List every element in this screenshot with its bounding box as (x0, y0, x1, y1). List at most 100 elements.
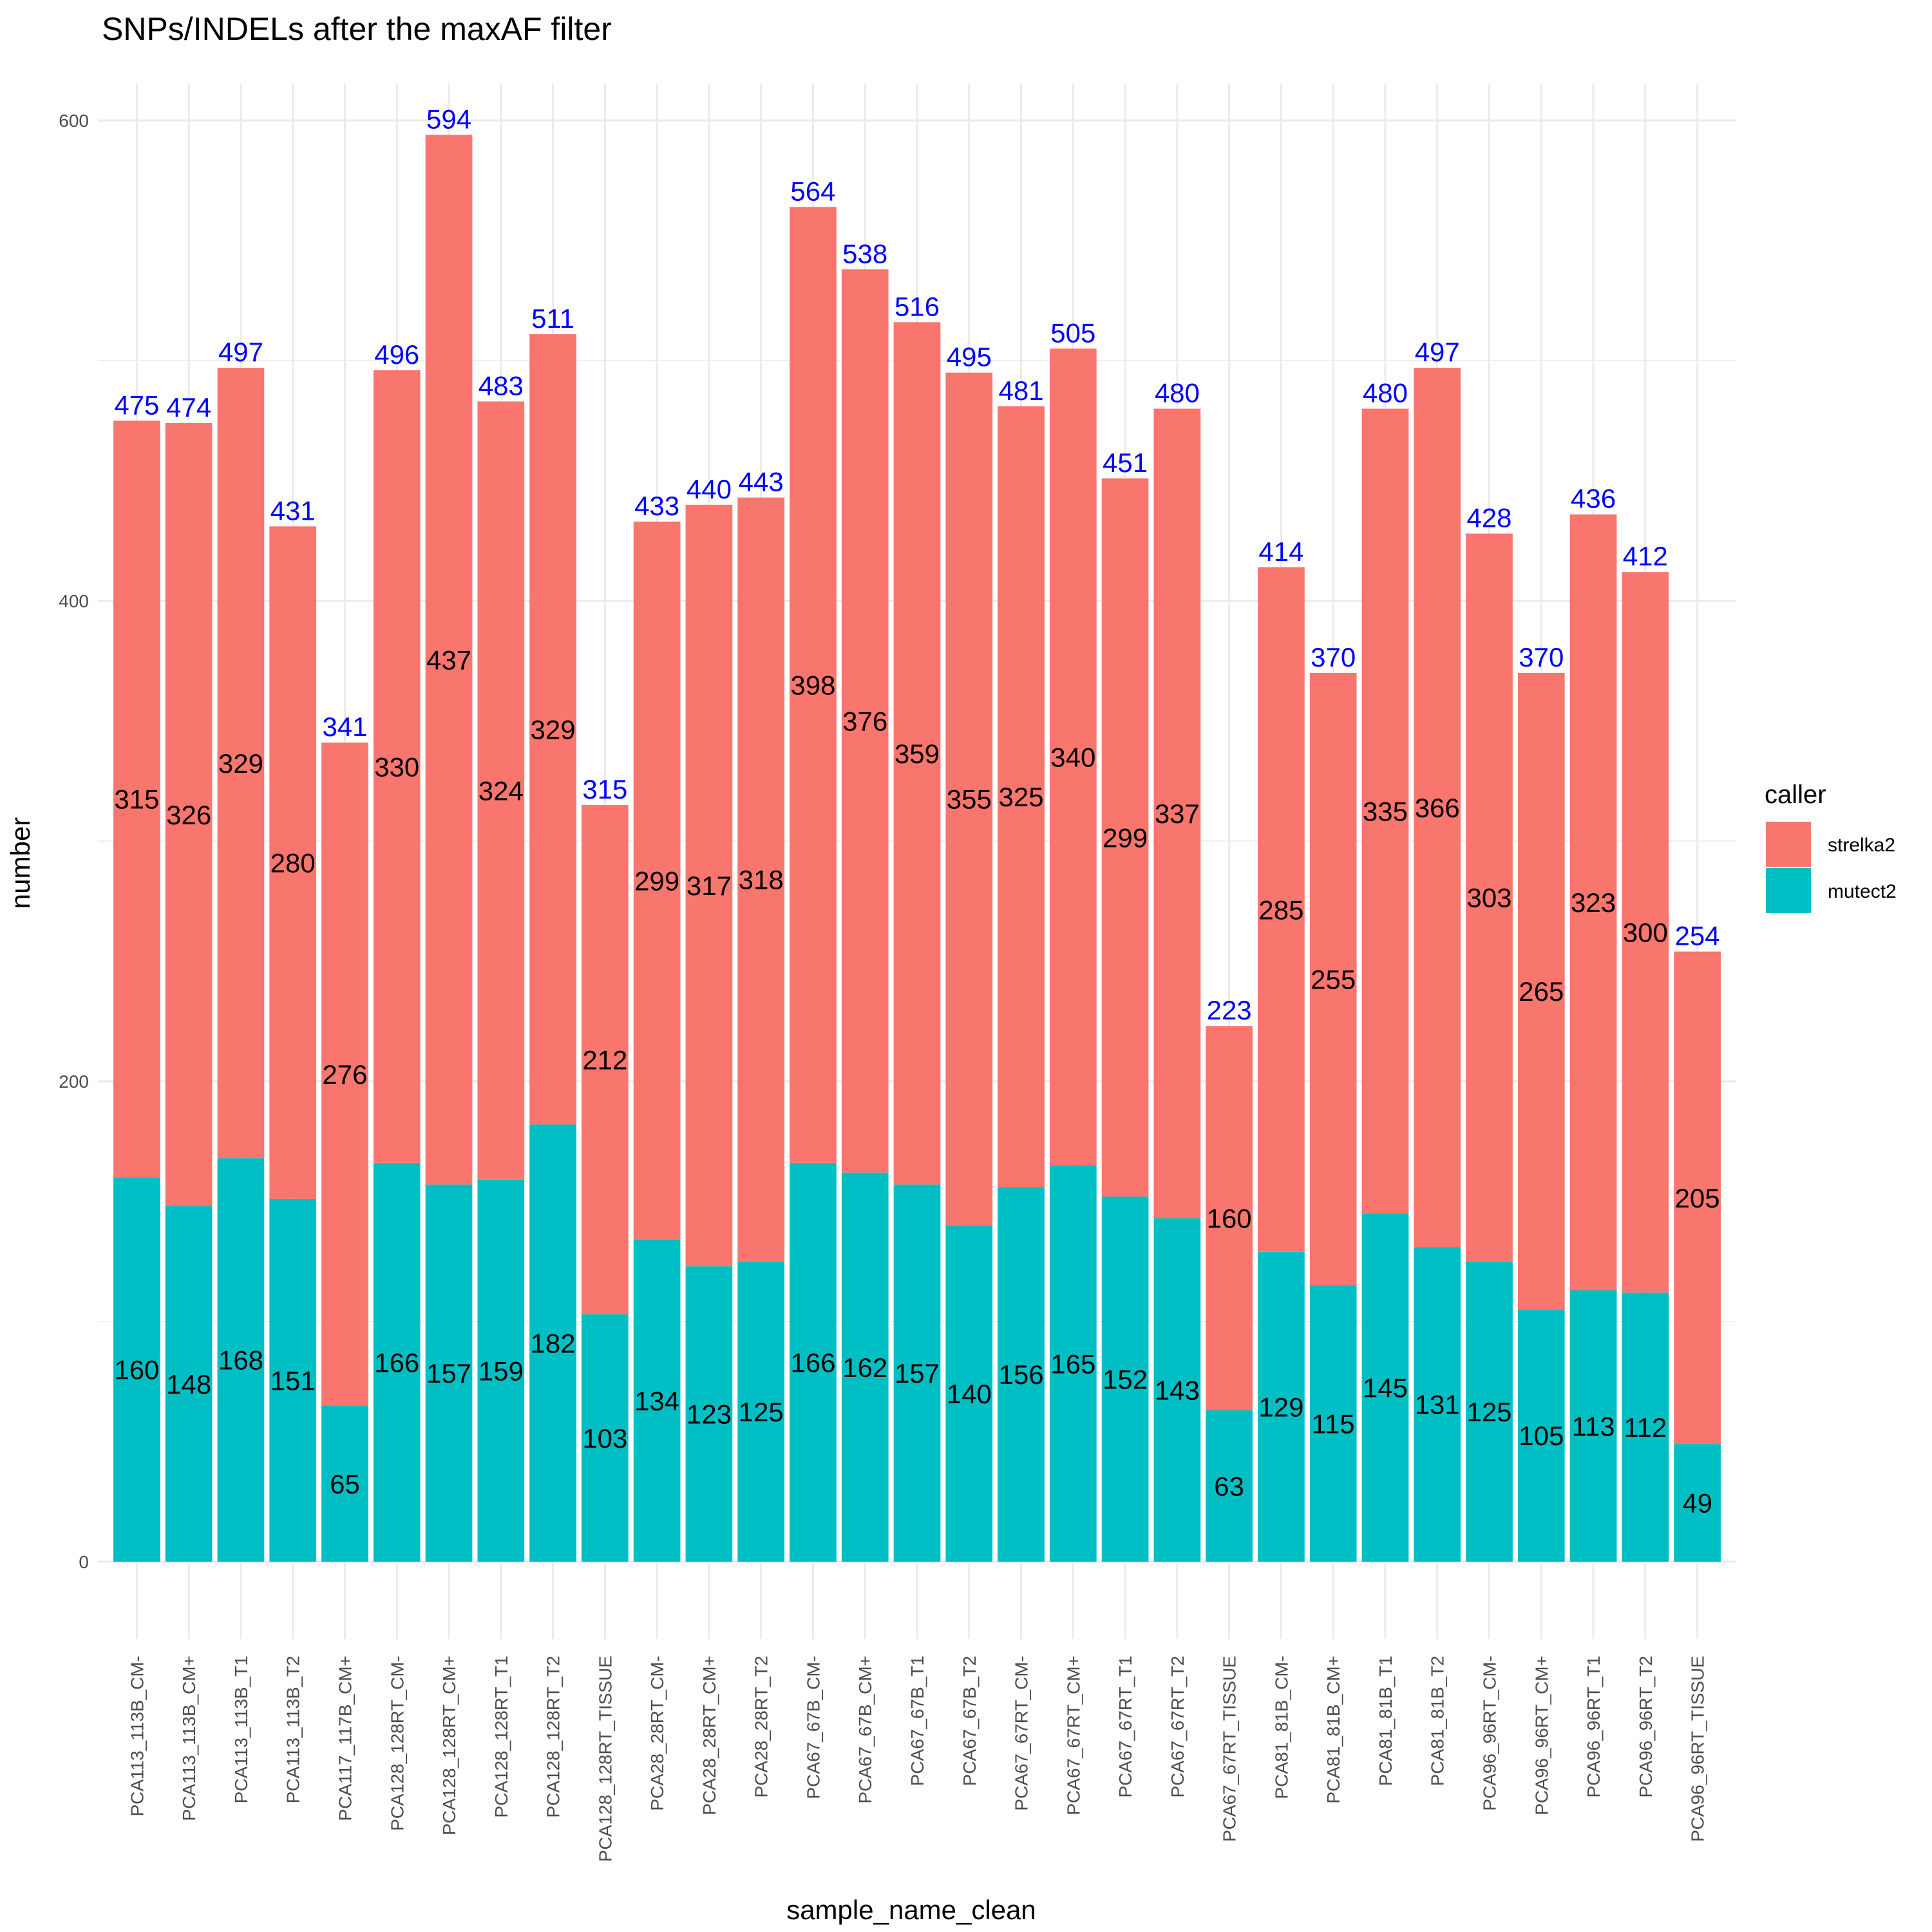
bar-segment-mutect2 (790, 1162, 837, 1562)
data-label-strelka2: 299 (1103, 822, 1148, 853)
total-label: 433 (634, 491, 679, 521)
legend-key-strelka2 (1766, 822, 1811, 867)
data-label-strelka2: 280 (270, 848, 316, 878)
data-label-mutect2: 165 (1050, 1349, 1095, 1379)
bar-layer (113, 135, 1721, 1562)
data-label-mutect2: 113 (1572, 1411, 1615, 1441)
legend-label-mutect2: mutect2 (1828, 881, 1897, 902)
total-label: 370 (1519, 642, 1564, 672)
bar-segment-mutect2 (529, 1124, 576, 1562)
legend-key-mutect2 (1766, 868, 1811, 913)
bar-segment-strelka2 (633, 521, 681, 1240)
bar-segment-strelka2 (945, 372, 993, 1226)
data-label-strelka2: 285 (1258, 895, 1303, 925)
data-label-strelka2: 324 (478, 776, 524, 806)
bar-segment-strelka2 (1153, 408, 1201, 1218)
total-label: 497 (1415, 337, 1460, 367)
data-label-mutect2: 156 (999, 1359, 1044, 1390)
bar-segment-strelka2 (321, 743, 368, 1406)
bar-segment-mutect2 (425, 1184, 473, 1562)
total-label: 254 (1675, 921, 1720, 951)
bar-segment-strelka2 (1569, 514, 1617, 1291)
x-tick-label: PCA96_96RT_T2 (1636, 1656, 1656, 1798)
total-label: 223 (1207, 995, 1252, 1025)
bar-segment-strelka2 (790, 207, 837, 1163)
x-tick-label: PCA128_128RT_CM+ (439, 1656, 459, 1835)
bar-segment-mutect2 (113, 1177, 160, 1562)
bar-segment-mutect2 (582, 1314, 629, 1562)
bar-segment-mutect2 (1153, 1218, 1201, 1562)
bar-segment-strelka2 (113, 421, 160, 1178)
data-label-strelka2: 276 (322, 1059, 367, 1090)
total-label: 474 (166, 392, 211, 422)
bar-segment-mutect2 (1049, 1165, 1097, 1562)
x-tick-label: PCA128_128RT_CM- (387, 1656, 407, 1831)
bar-segment-mutect2 (373, 1162, 421, 1562)
bar-segment-strelka2 (1414, 368, 1461, 1247)
total-label: 564 (790, 176, 835, 206)
bar-segment-mutect2 (1206, 1410, 1253, 1562)
data-label-strelka2: 437 (426, 645, 471, 675)
total-label: 475 (114, 390, 159, 420)
data-label-strelka2: 265 (1519, 976, 1564, 1007)
bar-segment-strelka2 (1206, 1026, 1253, 1411)
data-label-mutect2: 157 (426, 1358, 471, 1388)
bar-segment-strelka2 (1674, 951, 1721, 1444)
data-label-mutect2: 140 (947, 1379, 992, 1409)
data-label-strelka2: 337 (1155, 799, 1200, 829)
data-label-mutect2: 159 (478, 1356, 524, 1386)
bar-segment-strelka2 (269, 526, 317, 1199)
data-label-strelka2: 366 (1415, 793, 1460, 823)
x-tick-label: PCA128_128RT_T2 (544, 1656, 564, 1818)
x-tick-label: PCA96_96RT_CM+ (1531, 1656, 1551, 1815)
bar-segment-strelka2 (737, 497, 785, 1262)
total-label: 481 (999, 375, 1044, 406)
x-tick-label: PCA113_113B_T2 (283, 1656, 303, 1803)
axis-layer: 0 200 400 600 PCA113_113B_CM- PCA113_113B_CM+… (59, 111, 1707, 1862)
total-label: 440 (687, 474, 732, 504)
bar-segment-mutect2 (998, 1187, 1045, 1562)
data-label-mutect2: 125 (1466, 1397, 1511, 1427)
bar-segment-mutect2 (217, 1158, 265, 1562)
data-label-strelka2: 325 (999, 782, 1044, 812)
data-label-strelka2: 317 (687, 871, 732, 901)
total-label: 412 (1623, 541, 1668, 571)
chart-title: SNPs/INDELs after the maxAF filter (102, 11, 612, 47)
total-label: 414 (1258, 536, 1303, 567)
data-label-strelka2: 355 (947, 784, 992, 815)
data-label-strelka2: 212 (582, 1045, 627, 1075)
x-tick-label: PCA96_96RT_CM- (1480, 1656, 1500, 1811)
total-label: 341 (322, 712, 367, 742)
data-label-strelka2: 299 (634, 866, 679, 896)
bar-segment-strelka2 (217, 368, 265, 1159)
bar-segment-strelka2 (425, 135, 473, 1185)
bar-segment-strelka2 (165, 422, 213, 1206)
data-label-strelka2: 326 (166, 800, 211, 830)
bar-segment-strelka2 (1309, 672, 1357, 1286)
bar-segment-mutect2 (477, 1179, 525, 1562)
bar-segment-mutect2 (1309, 1285, 1357, 1562)
bar-segment-mutect2 (165, 1206, 213, 1562)
total-label: 483 (478, 370, 524, 401)
bar-segment-mutect2 (633, 1240, 681, 1562)
bar-segment-mutect2 (1466, 1261, 1513, 1562)
y-tick-label: 600 (59, 111, 89, 131)
x-tick-label: PCA28_28RT_CM- (647, 1656, 667, 1811)
bar-segment-mutect2 (1361, 1213, 1409, 1562)
x-tick-label: PCA67_67RT_TISSUE (1220, 1656, 1240, 1842)
x-tick-label: PCA113_113B_CM- (127, 1656, 147, 1817)
bar-segment-mutect2 (1258, 1251, 1305, 1562)
x-tick-label: PCA28_28RT_CM+ (699, 1656, 719, 1815)
data-label-mutect2: 166 (374, 1347, 419, 1378)
bar-segment-strelka2 (685, 504, 733, 1267)
total-label: 480 (1363, 378, 1408, 408)
bar-segment-strelka2 (1517, 672, 1565, 1310)
bar-segment-mutect2 (321, 1405, 368, 1562)
data-label-mutect2: 168 (218, 1345, 263, 1376)
x-tick-label: PCA81_81B_CM- (1271, 1656, 1291, 1799)
total-label: 431 (270, 495, 316, 526)
x-tick-label: PCA128_128RT_T1 (491, 1656, 511, 1818)
bar-segment-mutect2 (841, 1172, 889, 1562)
total-label: 594 (426, 104, 471, 134)
